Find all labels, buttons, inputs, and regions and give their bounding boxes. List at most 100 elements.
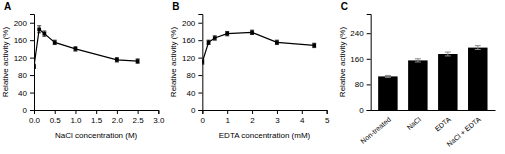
tick: 1.0 [70,110,82,125]
tick-mark [30,40,34,41]
error-bar-cap [385,75,391,76]
tick-label: 3 [275,116,280,125]
panel-title: B [172,1,179,12]
tick: 0 [191,106,202,115]
tick: 200 [14,19,34,28]
tick-mark [198,110,202,111]
tick-mark [198,93,202,94]
tick-label: 120 [182,54,196,63]
error-bar-cap [37,25,41,26]
error-bar-cap [445,52,451,53]
tick: 0 [201,110,206,125]
tick-label: 2 [250,116,255,125]
plot-area [34,26,140,69]
plot-area [378,46,487,110]
tick: 2.5 [133,110,145,125]
point [53,40,57,44]
tick-label: 0.5 [50,116,62,125]
axis-line [198,15,203,111]
tick-mark [367,59,371,60]
x-axis: Non-treatedNaClEDTANaCl + EDTA [359,111,495,148]
tick: 0 [23,106,34,115]
x-axis-label: EDTA concentration (mM) [219,131,311,140]
tick-label: 160 [350,55,364,64]
tick-mark [55,110,56,114]
tick-label: 2.5 [133,116,145,125]
tick: 1 [225,110,230,125]
tick-label: 40 [18,89,27,98]
error-bar [225,31,229,35]
error-bar [385,75,391,77]
error-bar [213,36,217,40]
tick: 4 [300,110,305,125]
tick-mark [30,110,34,111]
tick-mark [30,93,34,94]
y-axis: 0 40 80 120 160 200 [182,15,203,116]
point [74,47,78,51]
tick-label: 0 [23,106,28,115]
tick-mark [367,84,371,85]
tick-label: 80 [186,71,195,80]
tick: 40 [18,89,34,98]
tick: 80 [355,80,371,89]
axis-line [203,111,327,115]
point [250,30,254,34]
point [213,36,217,40]
error-bar-cap [37,32,41,33]
tick-label: NaCl [406,115,423,131]
error-bar [207,40,211,44]
error-bar [415,59,421,62]
y-axis-label: Relative activity (%) [169,27,178,98]
tick: 80 [18,71,34,80]
tick-label: 0 [191,106,196,115]
tick-label: 80 [355,80,364,89]
tick-label: 2.0 [112,116,124,125]
line [34,29,138,66]
plot-area [202,30,316,64]
tick: 120 [182,54,202,63]
panel: 080160240Non-treatedNaClEDTANaCl + EDTAC… [338,1,496,148]
error-bar [53,40,57,44]
error-bar-cap [42,31,46,32]
tick-label: 1.0 [70,116,82,125]
tick: Non-treated [359,116,392,145]
tick: 120 [14,54,34,63]
tick-mark [34,110,35,114]
tick-mark [367,110,371,111]
tick-label: 40 [186,89,195,98]
tick: 200 [182,19,202,28]
panel: 04080120160200012345BEDTA concentration … [169,1,330,140]
point [207,40,211,44]
tick-label: 1 [225,116,230,125]
tick-label: 120 [14,54,28,63]
y-axis: 04080120160200 [14,15,35,116]
tick-mark [96,110,97,114]
tick-label: 0 [359,106,364,115]
line [202,32,314,62]
error-bar-cap [415,62,421,63]
tick-mark [198,23,202,24]
tick: 1.5 [91,110,103,125]
bar [408,60,427,110]
tick-mark [277,110,278,114]
tick-mark [30,58,34,59]
error-bar [37,26,41,33]
panel: 040801201602000.00.51.01.52.02.53.0ANaCl… [1,1,165,140]
tick: 0.5 [50,110,62,125]
error-bar [42,31,46,36]
tick-mark [367,33,371,34]
error-bar-cap [385,77,391,78]
tick: 0.0 [29,110,41,125]
tick-mark [138,110,139,114]
tick-mark [30,75,34,76]
tick-mark [75,110,76,114]
tick: 160 [182,36,202,45]
error-bar-stem [477,46,478,50]
point [225,32,229,36]
tick-mark [30,23,34,24]
tick-label: 200 [182,19,196,28]
error-bar [275,40,279,44]
bar [438,54,457,110]
tick-label: Non-treated [359,116,392,145]
tick-label: 4 [300,116,305,125]
